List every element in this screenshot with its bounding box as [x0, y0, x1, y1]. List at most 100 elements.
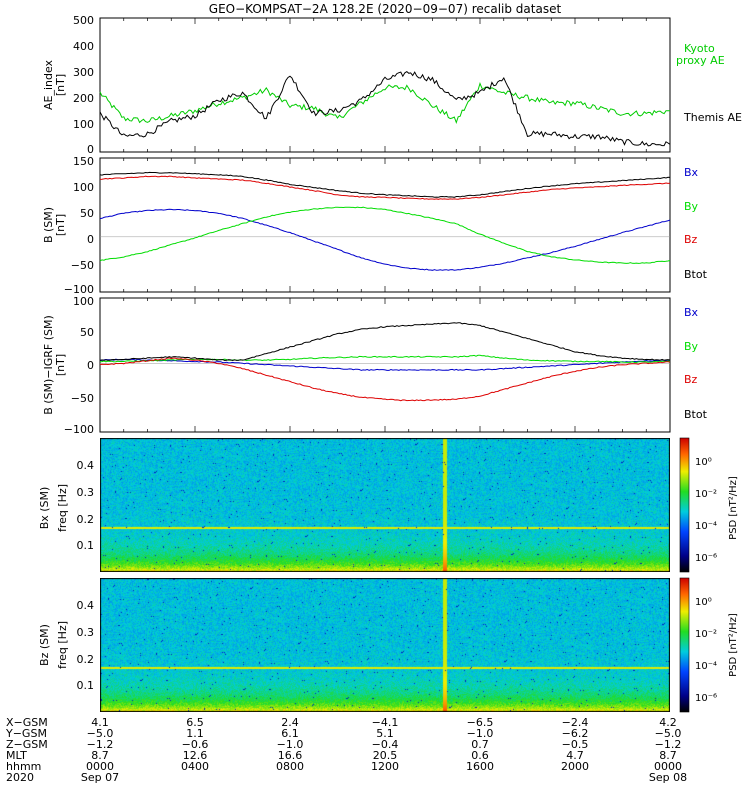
- b-ytick: 50: [80, 207, 94, 220]
- orbit-row-label: 2020: [6, 771, 34, 784]
- orbit-cell: 6.5: [186, 716, 204, 729]
- spec-bx-cbar-tick: 10⁻⁶: [695, 553, 717, 564]
- orbit-cell: 0.7: [471, 738, 489, 751]
- orbit-cell: 0000: [654, 760, 682, 773]
- orbit-cell: 8.7: [659, 749, 677, 762]
- spec-bz-ytick: 0.2: [77, 653, 95, 666]
- orbit-cell: −4.1: [372, 716, 399, 729]
- b-series-by: [99, 206, 671, 264]
- db-ytick: 100: [73, 295, 94, 308]
- orbit-cell: 16.6: [278, 749, 303, 762]
- orbit-cell: −2.4: [562, 716, 589, 729]
- orbit-cell: 4.2: [659, 716, 677, 729]
- orbit-cell: 1.1: [186, 727, 204, 740]
- db-ytick: 0: [87, 359, 94, 372]
- legend-bx: Bx: [684, 306, 699, 319]
- db-ylabel: B (SM)−IGRF (SM): [42, 315, 55, 415]
- spec-bx-cbar-tick: 10⁻²: [695, 489, 717, 500]
- db-ytick: 50: [80, 326, 94, 339]
- orbit-cell: −6.5: [467, 716, 494, 729]
- spec-bz-ytick: 0.1: [77, 679, 95, 692]
- db-panel-frame: [99, 297, 671, 433]
- ae-ytick: 500: [73, 14, 94, 27]
- orbit-cell: 1600: [466, 760, 494, 773]
- db-series-btot: [99, 322, 671, 362]
- db-ytick: −50: [71, 392, 94, 405]
- b-ytick: 150: [73, 155, 94, 168]
- orbit-cell: −0.4: [372, 738, 399, 751]
- figure-title: GEO−KOMPSAT−2A 128.2E (2020−09−07) recal…: [209, 2, 562, 16]
- legend-by: By: [684, 340, 699, 353]
- orbit-row-label: Y−GSM: [5, 727, 47, 740]
- spec-bz-ylabel: Bz (SM): [38, 624, 51, 666]
- spec-bx-ytick: 0.1: [77, 539, 95, 552]
- spec-bx-colorbar: [679, 437, 690, 573]
- orbit-cell: −1.2: [87, 738, 114, 751]
- orbit-row-label: Z−GSM: [6, 738, 48, 751]
- legend-proxy-ae: proxy AE: [676, 54, 725, 67]
- b-series-bz: [99, 175, 671, 200]
- legend-bz: Bz: [684, 373, 698, 386]
- orbit-row-label: MLT: [6, 749, 27, 762]
- legend-kyoto: Kyoto: [684, 42, 715, 55]
- orbit-cell: 2000: [561, 760, 589, 773]
- legend-by: By: [684, 200, 699, 213]
- ae-series-themis-ae: [99, 70, 671, 147]
- legend-bx: Bx: [684, 166, 699, 179]
- orbit-cell: 2.4: [281, 716, 299, 729]
- b-ylabel: B (SM): [42, 207, 55, 243]
- b-ytick: 0: [87, 233, 94, 246]
- plot-layer: [99, 18, 671, 432]
- db-unit: [nT]: [54, 354, 67, 376]
- orbit-row-label: hhmm: [6, 760, 41, 773]
- legend-themis-ae: Themis AE: [683, 111, 742, 124]
- b-unit: [nT]: [54, 214, 67, 236]
- spec-bx-freq-label: freq [Hz]: [56, 484, 69, 532]
- orbit-cell: 8.7: [91, 749, 109, 762]
- b-ytick: 100: [73, 181, 94, 194]
- db-series-bz: [99, 357, 671, 402]
- orbit-cell: 0800: [276, 760, 304, 773]
- spec-bx-ylabel: Bx (SM): [38, 487, 51, 530]
- ae-ylabel: AE_index: [42, 59, 55, 110]
- db-ytick: −100: [64, 423, 94, 436]
- spec-bz-ytick: 0.3: [77, 626, 95, 639]
- orbit-cell: −0.5: [562, 738, 589, 751]
- ae-ytick: 400: [73, 40, 94, 53]
- spec-bx-colorbar-label: PSD [nT²/Hz]: [728, 476, 739, 540]
- orbit-cell: −5.0: [655, 727, 682, 740]
- orbit-cell: 5.1: [376, 727, 394, 740]
- orbit-row-labels: X−GSM Y−GSM Z−GSM MLT hhmm 2020: [5, 716, 48, 784]
- ae-panel-frame: [99, 17, 671, 153]
- spec-bz-ytick: 0.4: [77, 599, 95, 612]
- ae-series-kyoto-proxy-ae: [99, 82, 671, 125]
- ae-ytick: 200: [73, 92, 94, 105]
- spec-bx-heatmap: [100, 438, 670, 572]
- orbit-cell: −5.0: [87, 727, 114, 740]
- orbit-cell: −6.2: [562, 727, 589, 740]
- orbit-cell: Sep 07: [81, 771, 119, 784]
- orbit-cell: 4.1: [91, 716, 109, 729]
- spec-bz-cbar-tick: 10⁰: [695, 597, 712, 608]
- orbit-cell: 12.6: [183, 749, 208, 762]
- b-ytick: −100: [64, 283, 94, 296]
- spec-bx-ytick: 0.4: [77, 459, 95, 472]
- spec-bx-ytick: 0.3: [77, 486, 95, 499]
- spec-bz-cbar-tick: 10⁻⁴: [695, 661, 717, 672]
- orbit-cell: 0400: [181, 760, 209, 773]
- orbit-cell: −0.6: [182, 738, 209, 751]
- spec-bx-ytick: 0.2: [77, 513, 95, 526]
- spec-bz-cbar-tick: 10⁻⁶: [695, 693, 717, 704]
- ae-ytick: 100: [73, 118, 94, 131]
- spec-bx-cbar-tick: 10⁰: [695, 457, 712, 468]
- spec-bz-colorbar: [679, 577, 690, 713]
- spec-bz-heatmap: [100, 578, 670, 712]
- orbit-row-label: X−GSM: [6, 716, 48, 729]
- orbit-cell: Sep 08: [649, 771, 687, 784]
- ae-ytick: 0: [87, 143, 94, 156]
- b-series-bx: [99, 208, 671, 271]
- orbit-cell: 4.7: [566, 749, 584, 762]
- orbit-cell: −1.2: [655, 738, 682, 751]
